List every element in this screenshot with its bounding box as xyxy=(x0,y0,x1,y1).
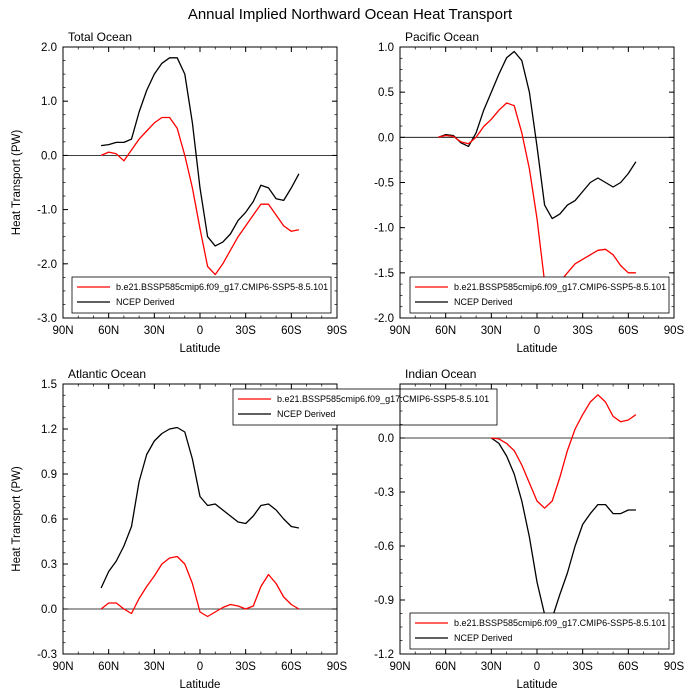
series-line-model xyxy=(100,116,300,276)
x-tick-label: 90S xyxy=(327,661,348,673)
x-tick-label: 60S xyxy=(618,661,639,673)
legend-label-obs: NCEP Derived xyxy=(454,633,512,643)
y-tick-label: 1.0 xyxy=(378,42,394,54)
x-tick-label: 60N xyxy=(435,325,456,337)
panel-title: Atlantic Ocean xyxy=(68,367,146,381)
legend-label-model: b.e21.BSSP585cmip6.f09_g17.CMIP6-SSP5-8.… xyxy=(277,394,489,404)
series-line-obs xyxy=(100,426,300,589)
y-tick-label: -1.0 xyxy=(374,223,394,235)
y-tick-label: 0.0 xyxy=(378,132,394,144)
y-tick-label: 0.3 xyxy=(41,559,57,571)
legend-box xyxy=(409,276,670,314)
x-tick-label: 60S xyxy=(281,325,302,337)
y-tick-label: -3.0 xyxy=(37,313,57,325)
x-axis-title: Latitude xyxy=(180,343,221,355)
y-tick-label: 1.5 xyxy=(41,379,57,391)
y-tick-label: 0.0 xyxy=(41,150,57,162)
panel-title: Indian Ocean xyxy=(405,367,476,381)
x-tick-label: 30S xyxy=(235,661,256,673)
y-tick-label: -0.5 xyxy=(374,178,394,190)
x-tick-label: 60N xyxy=(98,325,119,337)
x-tick-label: 0 xyxy=(534,325,540,337)
legend-label-obs: NCEP Derived xyxy=(116,297,174,307)
y-tick-label: -1.5 xyxy=(374,268,394,280)
x-tick-label: 60S xyxy=(281,661,302,673)
y-tick-label: 0.6 xyxy=(41,514,57,526)
x-tick-label: 30S xyxy=(235,325,256,337)
y-tick-label: -1.2 xyxy=(374,649,394,661)
y-axis-title: Heat Transport (PW) xyxy=(11,466,23,572)
x-axis-title: Latitude xyxy=(517,343,558,355)
panel-title: Pacific Ocean xyxy=(405,30,479,44)
y-tick-label: -0.3 xyxy=(374,487,394,499)
series-line-model xyxy=(100,555,300,618)
y-tick-label: -0.9 xyxy=(374,595,394,607)
y-tick-label: -0.3 xyxy=(37,649,57,661)
legend-label-model: b.e21.BSSP585cmip6.f09_g17.CMIP6-SSP5-8.… xyxy=(116,282,328,292)
x-tick-label: 30N xyxy=(144,325,165,337)
legend-box xyxy=(409,612,670,650)
y-tick-label: 0.9 xyxy=(41,469,57,481)
x-tick-label: 60S xyxy=(618,325,639,337)
legend-box xyxy=(232,388,498,426)
series-line-obs xyxy=(437,50,637,220)
y-tick-label: 1.2 xyxy=(41,424,57,436)
y-tick-label: -0.6 xyxy=(374,541,394,553)
legend: b.e21.BSSP585cmip6.f09_g17.CMIP6-SSP5-8.… xyxy=(409,612,670,650)
x-tick-label: 30S xyxy=(572,661,593,673)
x-tick-label: 30N xyxy=(144,661,165,673)
x-tick-label: 0 xyxy=(197,325,203,337)
x-tick-label: 30N xyxy=(481,325,502,337)
x-tick-label: 60N xyxy=(435,661,456,673)
x-tick-label: 30S xyxy=(572,325,593,337)
series-line-obs xyxy=(490,437,636,619)
x-tick-label: 0 xyxy=(534,661,540,673)
y-tick-label: 0.5 xyxy=(378,87,394,99)
y-tick-label: 2.0 xyxy=(41,42,57,54)
legend-label-obs: NCEP Derived xyxy=(454,297,512,307)
legend: b.e21.BSSP585cmip6.f09_g17.CMIP6-SSP5-8.… xyxy=(71,276,332,314)
y-axis-title: Heat Transport (PW) xyxy=(11,130,23,236)
series-line-obs xyxy=(101,57,300,247)
legend-label-obs: NCEP Derived xyxy=(277,409,335,419)
x-axis-title: Latitude xyxy=(180,679,221,691)
y-tick-label: 1.0 xyxy=(41,96,57,108)
panel-title: Total Ocean xyxy=(68,30,132,44)
series-line-model xyxy=(437,102,636,295)
legend-box xyxy=(71,276,332,314)
x-tick-label: 60N xyxy=(98,661,119,673)
y-tick-label: -2.0 xyxy=(374,313,394,325)
legend-label-model: b.e21.BSSP585cmip6.f09_g17.CMIP6-SSP5-8.… xyxy=(454,282,666,292)
legend: b.e21.BSSP585cmip6.f09_g17.CMIP6-SSP5-8.… xyxy=(409,276,670,314)
x-tick-label: 0 xyxy=(197,661,203,673)
x-tick-label: 90S xyxy=(664,325,685,337)
y-tick-label: -2.0 xyxy=(37,259,57,271)
y-tick-label: 0.0 xyxy=(378,433,394,445)
x-tick-label: 90N xyxy=(52,325,73,337)
y-tick-label: 0.0 xyxy=(41,604,57,616)
series-line-model xyxy=(491,394,637,509)
x-tick-label: 30N xyxy=(481,661,502,673)
y-tick-label: -1.0 xyxy=(37,205,57,217)
x-axis-title: Latitude xyxy=(517,679,558,691)
legend-label-model: b.e21.BSSP585cmip6.f09_g17.CMIP6-SSP5-8.… xyxy=(454,618,666,628)
figure-title: Annual Implied Northward Ocean Heat Tran… xyxy=(188,6,513,23)
x-tick-label: 90N xyxy=(389,661,410,673)
x-tick-label: 90S xyxy=(664,661,685,673)
x-tick-label: 90N xyxy=(389,325,410,337)
legend: b.e21.BSSP585cmip6.f09_g17.CMIP6-SSP5-8.… xyxy=(232,388,498,426)
x-tick-label: 90N xyxy=(52,661,73,673)
x-tick-label: 90S xyxy=(327,325,348,337)
